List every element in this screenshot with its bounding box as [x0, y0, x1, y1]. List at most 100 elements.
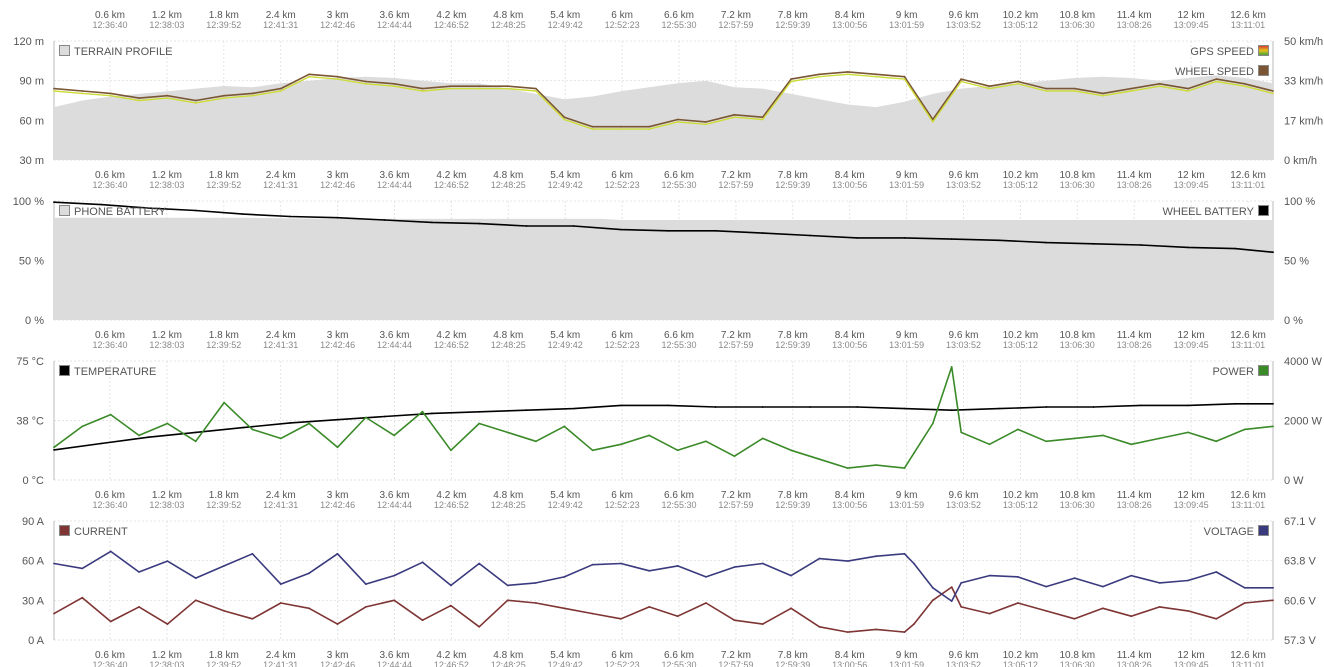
distance-tick-label: 6.6 km: [664, 490, 694, 501]
temperature-point: [998, 407, 1000, 410]
distance-tick-label: 5.4 km: [550, 650, 580, 661]
current-point: [1130, 615, 1133, 618]
wheel-battery-point: [809, 234, 811, 237]
power-point: [988, 443, 991, 446]
power-point: [1130, 443, 1133, 446]
wheel-battery-point: [289, 215, 292, 218]
distance-tick-label: 12.6 km: [1230, 650, 1266, 661]
right-axis-tick-label: 2000 W: [1284, 416, 1323, 428]
voltage-point: [1017, 576, 1019, 578]
distance-tick-label: 9.6 km: [948, 650, 978, 661]
current-point: [1187, 610, 1189, 612]
current-point: [450, 604, 452, 607]
voltage-point: [818, 557, 821, 560]
current-point: [166, 623, 169, 625]
distance-tick-label: 10.2 km: [1003, 10, 1039, 21]
distance-tick-label: 7.2 km: [721, 330, 751, 341]
time-tick-label: 13:08:26: [1117, 340, 1152, 350]
wheel-battery-point: [383, 219, 386, 221]
temperature-point: [572, 407, 575, 410]
power-point: [1243, 428, 1246, 431]
distance-tick-label: 12.6 km: [1230, 330, 1266, 341]
distance-tick-label: 3.6 km: [379, 10, 409, 21]
distance-tick-label: 4.8 km: [493, 330, 523, 341]
left-axis-tick-label: 0 %: [25, 315, 44, 327]
gps-speed-point: [705, 123, 707, 126]
time-tick-label: 13:09:45: [1174, 500, 1209, 510]
voltage-point: [223, 565, 226, 567]
temperature-point: [950, 409, 953, 412]
distance-tick-label: 2.4 km: [266, 170, 296, 181]
distance-tick-label: 0.6 km: [95, 330, 125, 341]
temperature-point: [431, 412, 433, 415]
voltage-point: [761, 562, 764, 565]
time-tick-label: 13:06:30: [1060, 180, 1095, 190]
power-point: [1017, 428, 1019, 431]
temperature-point: [53, 449, 55, 451]
temperature-point: [903, 407, 906, 410]
voltage-point: [733, 566, 736, 568]
left-axis-tick-label: 30 A: [22, 595, 45, 607]
distance-tick-label: 10.2 km: [1003, 490, 1039, 501]
time-tick-label: 12:52:23: [605, 660, 640, 667]
time-tick-label: 13:09:45: [1174, 660, 1209, 667]
distance-tick-label: 2.4 km: [266, 10, 296, 21]
time-tick-label: 13:09:45: [1174, 180, 1209, 190]
wheel-speed-point: [109, 92, 112, 95]
temperature-point: [242, 426, 244, 429]
voltage-point: [648, 569, 651, 572]
distance-tick-label: 3 km: [327, 10, 349, 21]
gps-speed-point: [364, 82, 367, 85]
voltage-point: [166, 560, 169, 562]
gps-speed-point: [450, 87, 452, 90]
time-tick-label: 12:41:31: [263, 660, 298, 667]
power-point: [960, 431, 963, 434]
power-point: [535, 440, 537, 443]
voltage-point: [450, 584, 452, 587]
current-point: [676, 615, 679, 618]
gps-speed-point: [194, 102, 197, 104]
time-tick-label: 12:39:52: [206, 180, 241, 190]
distance-tick-label: 10.8 km: [1060, 10, 1096, 21]
voltage-point: [1045, 585, 1048, 588]
distance-tick-label: 4.2 km: [436, 490, 466, 501]
distance-tick-label: 9 km: [896, 650, 918, 661]
time-tick-label: 12:36:40: [92, 340, 127, 350]
voltage-point: [421, 561, 424, 564]
current-point: [194, 599, 197, 602]
distance-tick-label: 5.4 km: [550, 170, 580, 181]
distance-tick-label: 1.2 km: [152, 10, 182, 21]
right-axis-tick-label: 0 %: [1284, 315, 1303, 327]
voltage-point: [393, 574, 396, 577]
wheel-speed-point: [53, 87, 55, 90]
distance-tick-label: 3.6 km: [379, 490, 409, 501]
gps-speed-point: [535, 90, 537, 92]
time-tick-label: 12:44:44: [377, 20, 412, 30]
power-point: [251, 428, 254, 431]
distance-tick-label: 12 km: [1177, 490, 1204, 501]
wheel-speed-point: [81, 90, 84, 92]
gps-speed-point: [138, 99, 140, 102]
time-tick-label: 13:01:59: [889, 20, 924, 30]
wheel-speed-point: [223, 94, 226, 97]
current-point: [138, 606, 140, 608]
gps-speed-point: [790, 80, 792, 83]
temperature-point: [1187, 404, 1189, 407]
left-axis-tick-label: 75 °C: [16, 356, 44, 368]
power-point: [223, 401, 226, 404]
current-point: [1215, 617, 1218, 620]
distance-tick-label: 5.4 km: [550, 10, 580, 21]
right-axis-tick-label: 50 %: [1284, 256, 1309, 268]
current-point: [336, 623, 339, 625]
time-tick-label: 13:03:52: [946, 660, 981, 667]
time-tick-label: 12:48:25: [491, 500, 526, 510]
power-point: [1215, 440, 1218, 443]
time-tick-label: 12:39:52: [206, 660, 241, 667]
right-axis-tick-label: 60.6 V: [1284, 595, 1316, 607]
current-point: [393, 599, 396, 602]
wheel-speed-point: [279, 87, 282, 90]
power-point: [1102, 434, 1104, 437]
current-point: [705, 602, 707, 604]
distance-tick-label: 1.8 km: [209, 330, 239, 341]
legend-swatch-temperature: [59, 365, 70, 376]
